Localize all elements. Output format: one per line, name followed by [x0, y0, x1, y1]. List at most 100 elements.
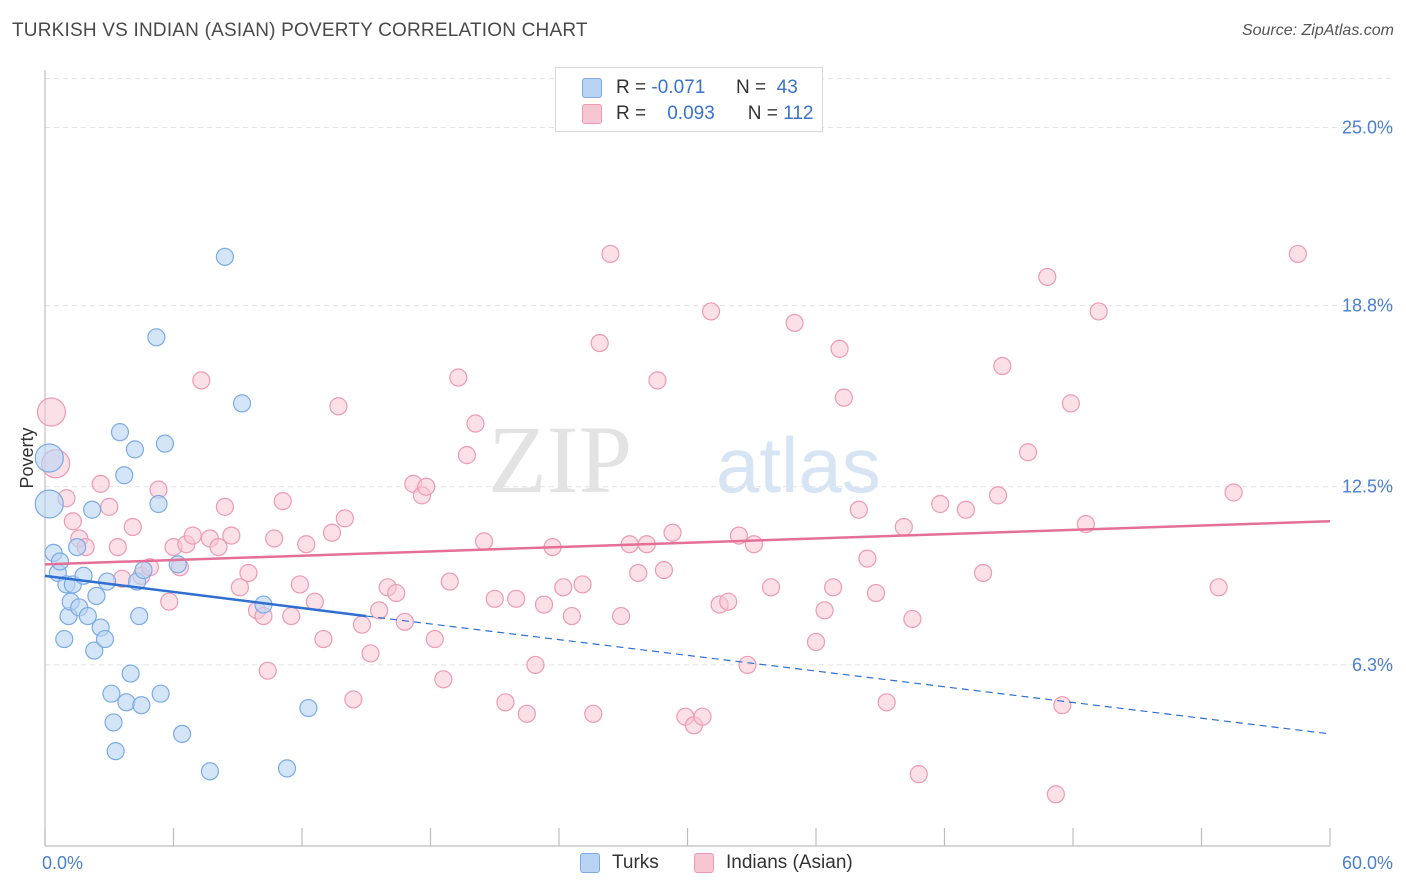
indians-point [108, 537, 127, 557]
turks-trend-extension [366, 615, 1331, 735]
legend-r-label: R = [616, 103, 647, 124]
indians-point [183, 526, 202, 545]
turks-point [83, 500, 102, 519]
indians-point [434, 670, 453, 689]
turks-point [78, 606, 97, 626]
legend-row-indians: R = 0.093 N = 112 [582, 102, 813, 126]
turks-point [147, 328, 166, 347]
indians-point [1018, 443, 1038, 462]
turks-point [110, 423, 130, 442]
indians-point [485, 589, 504, 608]
indians-point [601, 244, 620, 264]
indians-point [215, 497, 234, 516]
indians-point [265, 529, 284, 548]
turks-point [55, 629, 74, 649]
turks-point [117, 693, 136, 712]
legend-r-label: R = [616, 77, 647, 98]
indians-point [192, 371, 211, 390]
indians-point [612, 606, 631, 626]
y-tick-label: 12.5% [1342, 477, 1393, 497]
indians-point [830, 339, 849, 358]
indians-point [466, 414, 485, 433]
turks-point [125, 440, 145, 459]
indians-point [909, 765, 928, 784]
indians-point [849, 500, 868, 519]
turks-point [277, 759, 297, 778]
indians-point [931, 494, 950, 514]
indians-point [761, 578, 781, 597]
trend-lines [44, 519, 1331, 735]
indians-point [1053, 696, 1072, 715]
indians-point [517, 704, 536, 723]
indians-point [806, 632, 826, 652]
indians-point [526, 655, 545, 675]
indians-point [903, 609, 922, 629]
turks-point [115, 466, 134, 485]
indians-point [554, 578, 573, 597]
turks-point [34, 489, 64, 519]
indians-point [993, 356, 1012, 376]
indians-point [387, 583, 406, 603]
indians-points [36, 244, 1307, 804]
indians-point [425, 629, 444, 649]
turks-point [232, 394, 252, 413]
turks-point [132, 696, 151, 715]
indians-point [329, 397, 348, 416]
indians-point [1224, 483, 1243, 502]
y-tick-label: 6.3% [1352, 655, 1393, 675]
watermark-atlas: atlas [716, 421, 881, 509]
turks-point [85, 641, 104, 660]
y-axis-label: Poverty [17, 427, 37, 488]
indians-point [417, 477, 436, 496]
indians-point [973, 563, 993, 583]
turks-legend-label: Turks [612, 852, 659, 873]
indians-point [239, 563, 258, 583]
turks-point [34, 443, 64, 473]
indians-point [573, 575, 592, 594]
indians-point [584, 704, 603, 723]
indians-legend-icon [694, 853, 714, 873]
indians-point [352, 615, 372, 634]
indians-point [222, 526, 241, 545]
indians-point [209, 537, 228, 557]
legend-item-indians: Indians (Asian) [694, 852, 853, 874]
turks-point [98, 572, 117, 591]
indians-swatch-icon [582, 104, 602, 124]
indians-point [719, 592, 738, 611]
legend-r-value: 0.093 [667, 103, 715, 124]
indians-point [956, 500, 976, 519]
indians-point [1209, 578, 1228, 597]
legend-n-label: N = [735, 77, 767, 98]
turks-point [155, 434, 175, 453]
indians-point [701, 302, 721, 321]
turks-point [95, 629, 115, 649]
indians-point [815, 601, 834, 620]
indians-point [273, 492, 292, 511]
turks-legend-icon [580, 853, 600, 873]
indians-point [654, 560, 674, 580]
indians-point [877, 693, 896, 712]
indians-point [457, 446, 477, 465]
turks-point [149, 494, 168, 514]
indians-point [1089, 302, 1108, 321]
indians-point [834, 388, 853, 407]
turks-point [102, 684, 121, 703]
indians-point [663, 523, 682, 542]
source-label: Source: ZipAtlas.com [1241, 22, 1394, 39]
turks-point [168, 555, 187, 574]
indians-point [785, 313, 804, 333]
tick-labels: 6.3% 12.5% 18.8% 25.0% 0.0% 60.0% [42, 117, 1393, 873]
turks-point [104, 713, 123, 732]
indians-point [258, 661, 277, 680]
indians-point [91, 474, 110, 493]
indians-point [824, 578, 843, 597]
indians-point [395, 612, 414, 631]
indians-point [648, 371, 667, 390]
turks-point [200, 762, 220, 781]
indians-point [361, 644, 380, 663]
indians-point [36, 397, 67, 427]
indians-point [496, 693, 515, 712]
indians-point [63, 512, 82, 531]
indians-point [1288, 244, 1307, 264]
indians-legend-label: Indians (Asian) [726, 852, 853, 873]
